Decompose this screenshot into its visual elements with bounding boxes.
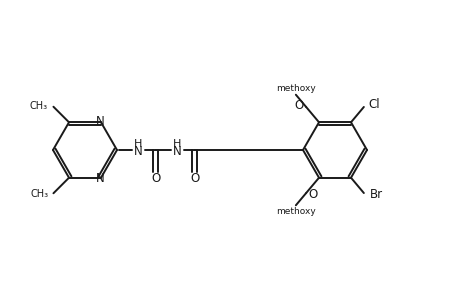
Text: O: O: [190, 172, 199, 185]
Text: Br: Br: [369, 188, 382, 200]
Text: methoxy: methoxy: [275, 84, 315, 93]
Text: O: O: [308, 188, 317, 200]
Text: N: N: [172, 145, 181, 158]
Text: CH₃: CH₃: [30, 189, 48, 199]
Text: O: O: [293, 100, 302, 112]
Text: N: N: [96, 115, 105, 128]
Text: H: H: [173, 139, 181, 149]
Text: O: O: [151, 172, 160, 185]
Text: H: H: [134, 139, 142, 149]
Text: CH₃: CH₃: [29, 101, 47, 111]
Text: Cl: Cl: [368, 98, 380, 112]
Text: N: N: [96, 172, 105, 185]
Text: N: N: [133, 145, 142, 158]
Text: methoxy: methoxy: [275, 207, 315, 216]
